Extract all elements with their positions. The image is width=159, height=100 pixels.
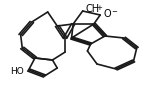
Text: CH: CH [85,4,99,14]
Text: HO: HO [10,67,24,76]
Text: O: O [103,9,111,19]
Text: −: − [111,9,117,15]
Text: +: + [97,4,102,10]
